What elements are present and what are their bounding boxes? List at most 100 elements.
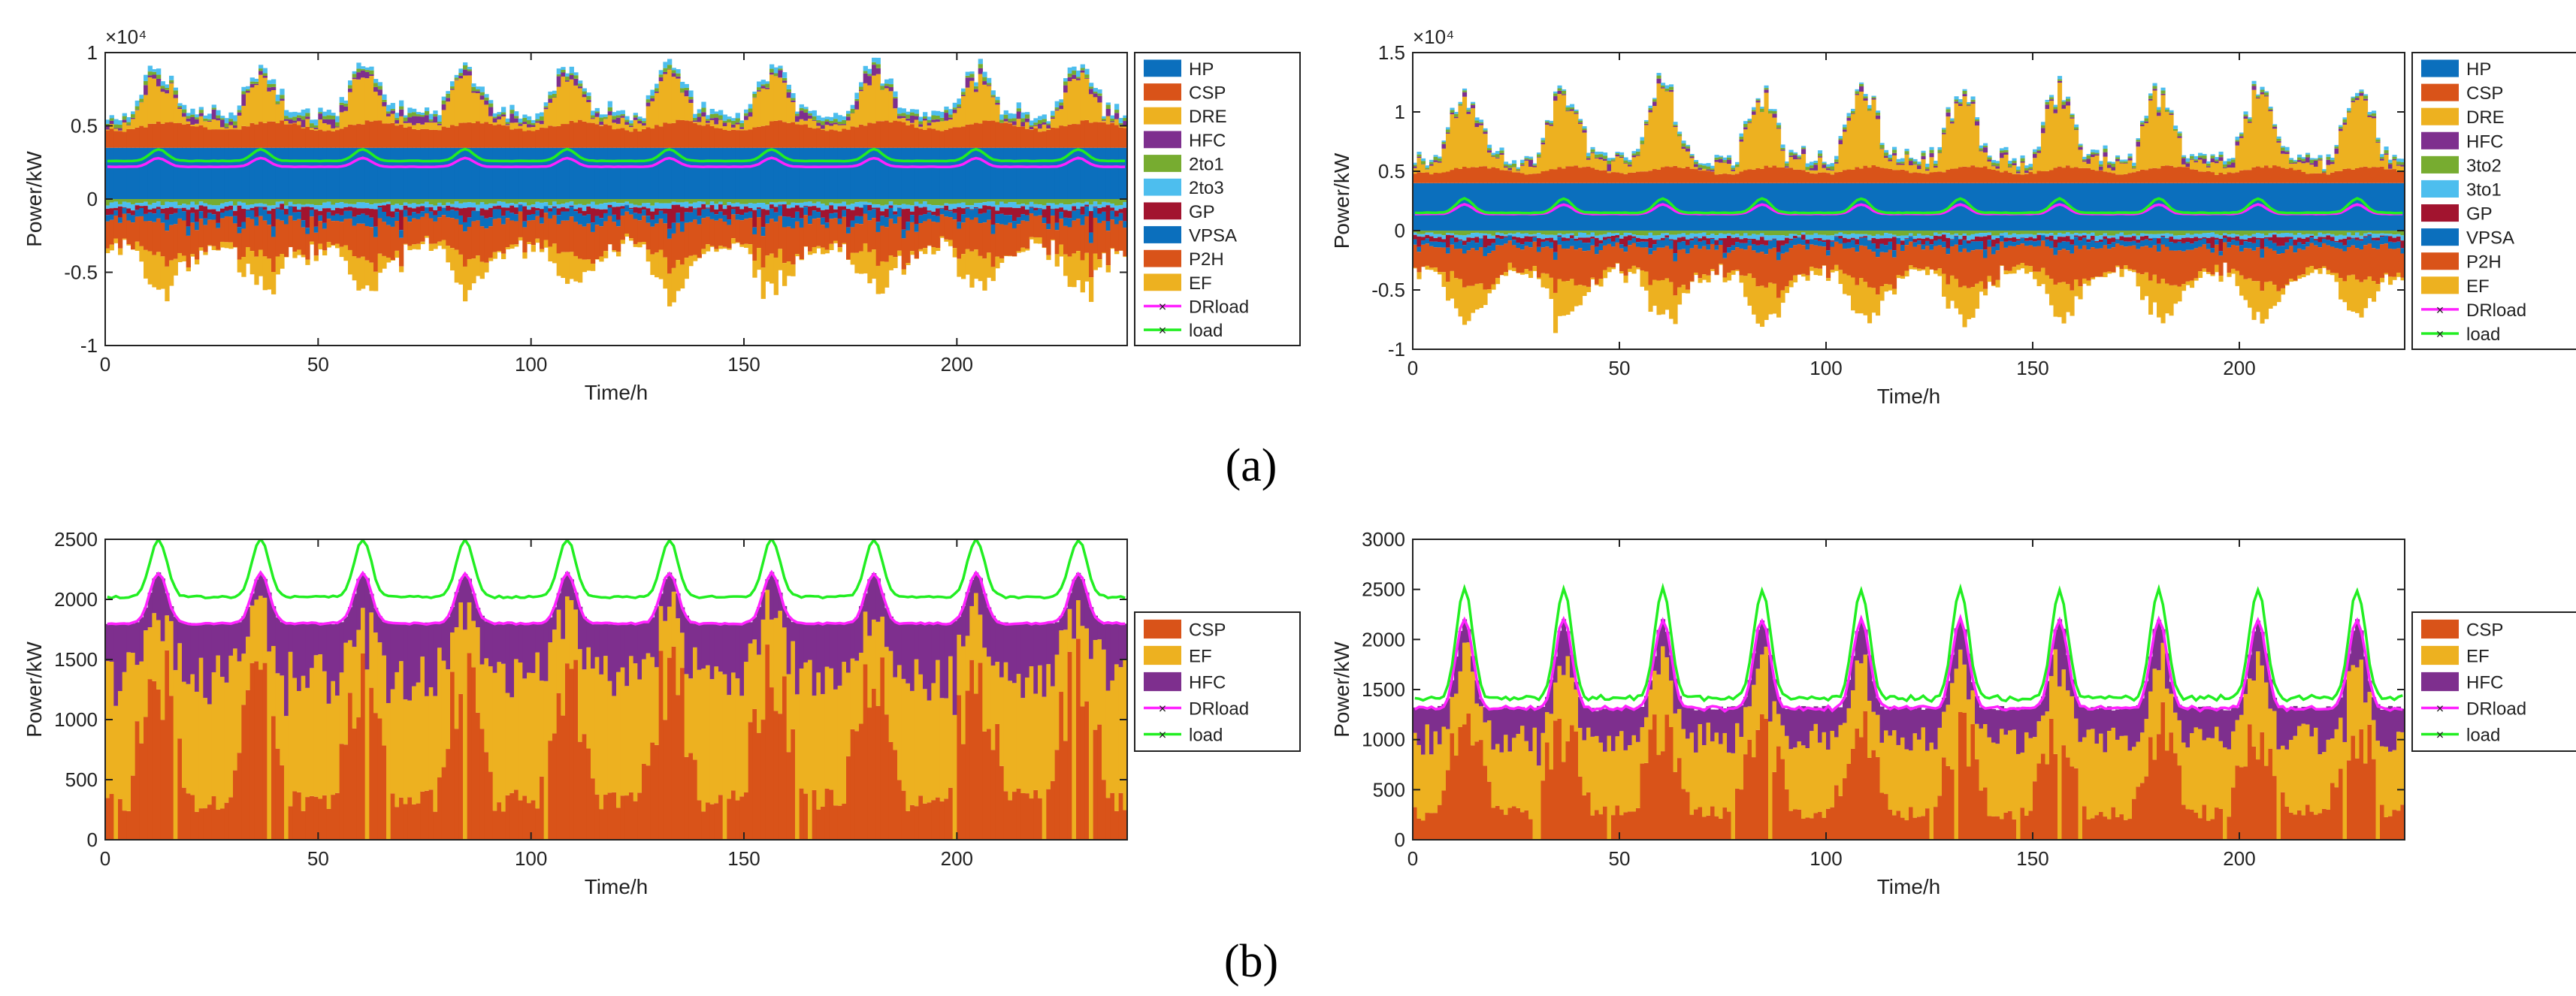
bar-HFC bbox=[147, 75, 153, 77]
bar-2to1 bbox=[284, 199, 289, 206]
bar-CSP bbox=[1532, 174, 1537, 183]
bar-HP bbox=[1416, 183, 1422, 231]
bar-EF bbox=[2086, 280, 2091, 286]
bar-P2H bbox=[1549, 248, 1554, 278]
bar-EF bbox=[1801, 273, 1807, 277]
bar-HFC bbox=[1020, 122, 1026, 127]
bar-3to2 bbox=[1590, 231, 1595, 233]
bar-2to1 bbox=[791, 98, 796, 101]
bar-HP bbox=[1793, 183, 1798, 231]
bar-P2H bbox=[471, 221, 476, 259]
bar-VPSA bbox=[369, 217, 374, 228]
bar-HFC bbox=[1628, 164, 1633, 167]
bar-P2H bbox=[1797, 243, 1802, 275]
chart-a1: 0 50 100 150 200-1-0.500.51×10⁴Time/hPower/k… bbox=[23, 26, 1301, 404]
bar-GP bbox=[2103, 236, 2108, 240]
bar-2to1 bbox=[348, 199, 353, 204]
bar-DRE bbox=[1540, 144, 1546, 172]
bar-3to2 bbox=[1805, 167, 1810, 171]
bar-GP bbox=[514, 207, 519, 215]
bar-HFC bbox=[718, 119, 724, 120]
bar-GP bbox=[765, 210, 770, 216]
bar-DRE bbox=[1942, 134, 1947, 173]
bar-VPSA bbox=[186, 226, 191, 236]
bar-2to3 bbox=[241, 202, 246, 210]
bar-2to1 bbox=[582, 199, 587, 205]
bar-GP bbox=[944, 205, 949, 211]
bar-P2H bbox=[522, 227, 528, 253]
bar-DRE bbox=[186, 121, 191, 124]
bar-DRE bbox=[484, 104, 489, 122]
bar-VPSA bbox=[241, 222, 246, 229]
bar-2to3 bbox=[446, 202, 451, 206]
bar-VPSA bbox=[1652, 244, 1658, 251]
bar-GP bbox=[2061, 237, 2067, 242]
bar-3to2 bbox=[1851, 231, 1856, 234]
bar-HFC bbox=[829, 123, 834, 126]
bar-3to1 bbox=[1648, 105, 1653, 108]
bar-EF bbox=[799, 259, 804, 261]
bar-2to3 bbox=[126, 116, 132, 122]
bar-DRE bbox=[305, 119, 310, 127]
bar-GP bbox=[2086, 239, 2091, 243]
bar-CSP bbox=[1578, 168, 1583, 183]
bar-3to2 bbox=[1524, 231, 1529, 234]
bar-EF bbox=[884, 261, 890, 288]
bar-DRE bbox=[1582, 132, 1587, 168]
bar-VPSA bbox=[144, 213, 149, 222]
bar-P2H bbox=[476, 220, 481, 256]
bar-HFC bbox=[722, 122, 727, 127]
bar-2to3 bbox=[441, 205, 446, 208]
bar-2to3 bbox=[1025, 112, 1030, 115]
bar-2to3 bbox=[169, 75, 174, 80]
bar-2to3 bbox=[948, 109, 954, 115]
bar-2to3 bbox=[816, 115, 821, 120]
bar-3to1 bbox=[2115, 234, 2121, 240]
bar-GP bbox=[369, 209, 374, 218]
bar-EF bbox=[2028, 266, 2033, 273]
bar-HP bbox=[655, 147, 660, 199]
bar-HP bbox=[1739, 183, 1744, 231]
bar-GP bbox=[1512, 236, 1517, 240]
bar-HFC bbox=[2111, 167, 2116, 171]
bar-EF bbox=[952, 248, 957, 258]
bar-EF bbox=[1038, 237, 1043, 244]
bar-VPSA bbox=[1917, 240, 1922, 245]
bar-2to3 bbox=[1042, 205, 1047, 210]
bar-P2H bbox=[1520, 249, 1525, 273]
bar-P2H bbox=[1706, 249, 1711, 276]
bar-2to1 bbox=[914, 113, 919, 116]
bar-2to1 bbox=[939, 199, 945, 206]
bar-3to1 bbox=[1772, 235, 1777, 239]
bar-2to1 bbox=[126, 122, 132, 125]
bar-P2H bbox=[1851, 247, 1856, 278]
bar-EF bbox=[484, 262, 489, 273]
bar-2to3 bbox=[990, 90, 996, 95]
bar-GP bbox=[471, 207, 476, 211]
bar-DRE bbox=[616, 123, 621, 129]
bar-2to3 bbox=[872, 57, 877, 62]
bar-DRE bbox=[292, 122, 298, 124]
bar-2to1 bbox=[867, 199, 872, 203]
bar-DRE bbox=[1631, 157, 1637, 173]
bar-P2H bbox=[165, 231, 170, 267]
bar-HP bbox=[586, 147, 591, 199]
legend-item-HP: HP bbox=[1144, 59, 1214, 80]
bar-3to1 bbox=[1950, 234, 1955, 240]
bar-GP bbox=[348, 207, 353, 211]
bar-2to3 bbox=[939, 205, 945, 208]
bar-HFC bbox=[1438, 161, 1443, 163]
bar-2to3 bbox=[126, 202, 132, 209]
bar-CSP bbox=[1962, 166, 1967, 183]
bar-VPSA bbox=[1934, 240, 1939, 246]
bar-P2H bbox=[160, 222, 165, 257]
bar-VPSA bbox=[1105, 221, 1111, 231]
bar-VPSA bbox=[1967, 243, 1972, 252]
bar-HFC bbox=[1970, 101, 1976, 104]
bar-GP bbox=[195, 209, 200, 222]
bar-3to2 bbox=[2115, 157, 2121, 159]
bar-VPSA bbox=[471, 210, 476, 222]
bar-HP bbox=[476, 147, 481, 199]
bar-3to1 bbox=[1834, 155, 1840, 160]
bar-2to3 bbox=[267, 205, 272, 211]
